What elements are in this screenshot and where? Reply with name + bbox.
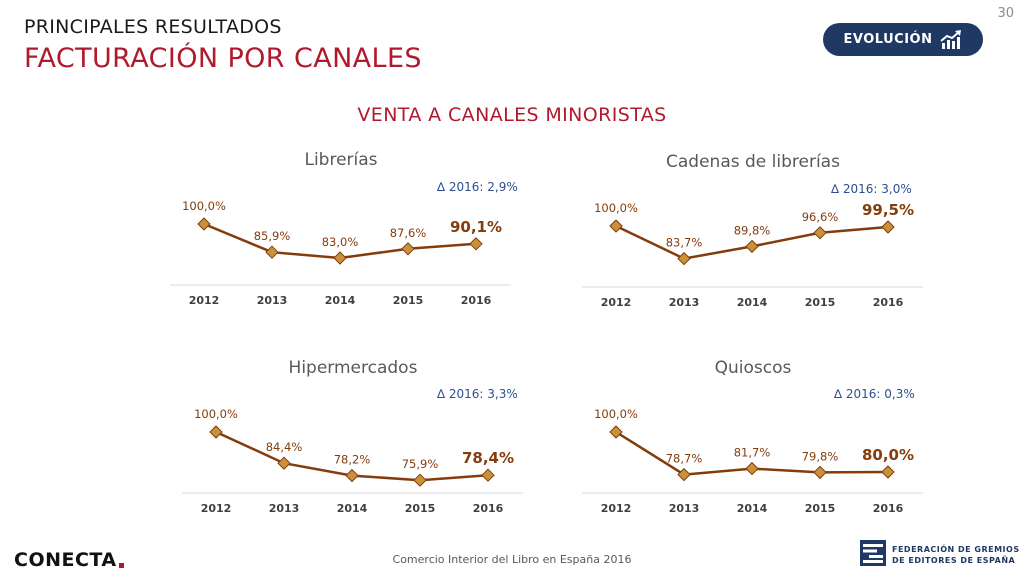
x-tick-label: 2015 (805, 502, 836, 515)
x-tick-label: 2014 (737, 502, 768, 515)
data-point-marker (745, 239, 759, 254)
evolution-badge-label: EVOLUCIÓN (843, 32, 933, 47)
data-label: 89,8% (734, 223, 771, 237)
data-label: 100,0% (594, 201, 638, 215)
section-title: VENTA A CANALES MINORISTAS (357, 104, 667, 126)
chart-title: Cadenas de librerías (666, 152, 840, 172)
conecta-logo-text: CONECTA (14, 549, 117, 571)
data-point-marker (813, 226, 827, 240)
x-tick-label: 2012 (189, 294, 220, 307)
x-tick-label: 2012 (601, 296, 632, 309)
x-tick-label: 2014 (337, 502, 368, 515)
data-point-marker (277, 456, 291, 470)
conecta-logo: CONECTA (14, 549, 124, 571)
chart-title: Quioscos (714, 358, 792, 378)
line-chart: 100,0% 2012 85,9% 2013 83,0% 2014 87,6% 2015 90,… (170, 199, 511, 307)
fgee-emblem-icon (860, 540, 886, 570)
chart-panel-quioscos: Quioscos ∆ 2016: 0,3% 100,0% 2012 78,7% 201… (568, 358, 938, 533)
chart-title: Librerías (304, 150, 378, 170)
x-tick-label: 2012 (201, 502, 232, 515)
x-tick-label: 2016 (461, 294, 492, 307)
data-point-marker (481, 468, 495, 482)
x-tick-label: 2012 (601, 502, 632, 515)
chart-panel-librerias: Librerías ∆ 2016: 2,9% 100,0% 2012 85,9% 20… (156, 150, 526, 325)
data-label: 87,6% (390, 226, 427, 240)
x-tick-label: 2013 (669, 296, 700, 309)
x-tick-label: 2016 (473, 502, 504, 515)
data-label: 83,0% (322, 235, 359, 249)
x-tick-label: 2016 (873, 296, 904, 309)
data-point-marker (677, 467, 691, 482)
data-point-marker (333, 251, 347, 265)
page-number: 30 (997, 6, 1014, 21)
x-tick-label: 2015 (805, 296, 836, 309)
data-point-marker (745, 461, 759, 476)
data-point-marker (413, 473, 427, 487)
data-point-marker (609, 425, 623, 439)
line-chart: 100,0% 2012 83,7% 2013 89,8% 2014 96,6% 2015 99,… (582, 201, 923, 309)
data-label: 78,4% (462, 449, 514, 467)
data-label: 99,5% (862, 201, 914, 219)
data-label: 84,4% (266, 440, 303, 454)
evolution-badge-button[interactable]: EVOLUCIÓN (823, 23, 983, 56)
data-label: 100,0% (194, 407, 238, 421)
x-tick-label: 2014 (737, 296, 768, 309)
data-label: 96,6% (802, 210, 839, 224)
line-chart: 100,0% 2012 78,7% 2013 81,7% 2014 79,8% 2015 80,… (582, 407, 923, 515)
data-point-marker (345, 468, 359, 483)
data-point-marker (469, 237, 483, 251)
data-label: 78,2% (334, 453, 371, 467)
page-title: FACTURACIÓN POR CANALES (24, 43, 422, 74)
data-label: 85,9% (254, 229, 291, 243)
chart-title: Hipermercados (288, 358, 418, 378)
data-point-marker (197, 217, 211, 231)
line-chart: 100,0% 2012 84,4% 2013 78,2% 2014 75,9% 2015 78,… (182, 407, 523, 515)
data-point-marker (881, 465, 895, 479)
x-tick-label: 2015 (405, 502, 436, 515)
footer-caption: Comercio Interior del Libro en España 20… (392, 553, 632, 566)
fgee-logo-line2: DE EDITORES DE ESPAÑA (892, 556, 1016, 565)
data-label: 90,1% (450, 218, 502, 236)
logo-dot-icon (118, 562, 124, 568)
data-point-marker (401, 242, 415, 256)
page-subtitle: PRINCIPALES RESULTADOS (24, 16, 282, 38)
chart-delta-label: ∆ 2016: 0,3% (834, 387, 915, 401)
data-point-marker (209, 425, 223, 439)
data-label: 75,9% (402, 457, 439, 471)
data-point-marker (813, 465, 827, 480)
chart-delta-label: ∆ 2016: 2,9% (437, 180, 518, 194)
x-tick-label: 2016 (873, 502, 904, 515)
data-label: 83,7% (666, 236, 703, 250)
data-label: 80,0% (862, 446, 914, 464)
x-tick-label: 2014 (325, 294, 356, 307)
data-label: 100,0% (182, 199, 226, 213)
data-label: 78,7% (666, 452, 703, 466)
fgee-logo-line1: FEDERACIÓN DE GREMIOS (892, 545, 1020, 554)
data-point-marker (609, 219, 623, 233)
x-tick-label: 2013 (669, 502, 700, 515)
data-point-marker (677, 251, 691, 266)
chart-delta-label: ∆ 2016: 3,0% (831, 182, 912, 196)
data-point-marker (265, 245, 279, 259)
chart-panel-hipermercados: Hipermercados ∆ 2016: 3,3% 100,0% 2012 84,… (168, 358, 538, 533)
x-tick-label: 2013 (257, 294, 288, 307)
trend-up-chart-icon (940, 29, 962, 50)
fgee-logo: FEDERACIÓN DE GREMIOS DE EDITORES DE ESP… (860, 540, 1020, 570)
data-label: 81,7% (734, 446, 771, 460)
data-point-marker (881, 220, 895, 234)
data-label: 79,8% (802, 449, 839, 463)
x-tick-label: 2015 (393, 294, 424, 307)
chart-panel-cadenas: Cadenas de librerías ∆ 2016: 3,0% 100,0%… (568, 152, 938, 327)
data-label: 100,0% (594, 407, 638, 421)
chart-delta-label: ∆ 2016: 3,3% (437, 387, 518, 401)
x-tick-label: 2013 (269, 502, 300, 515)
